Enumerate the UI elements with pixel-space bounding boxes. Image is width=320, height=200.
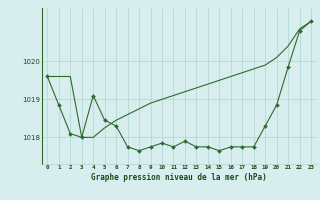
X-axis label: Graphe pression niveau de la mer (hPa): Graphe pression niveau de la mer (hPa) <box>91 173 267 182</box>
